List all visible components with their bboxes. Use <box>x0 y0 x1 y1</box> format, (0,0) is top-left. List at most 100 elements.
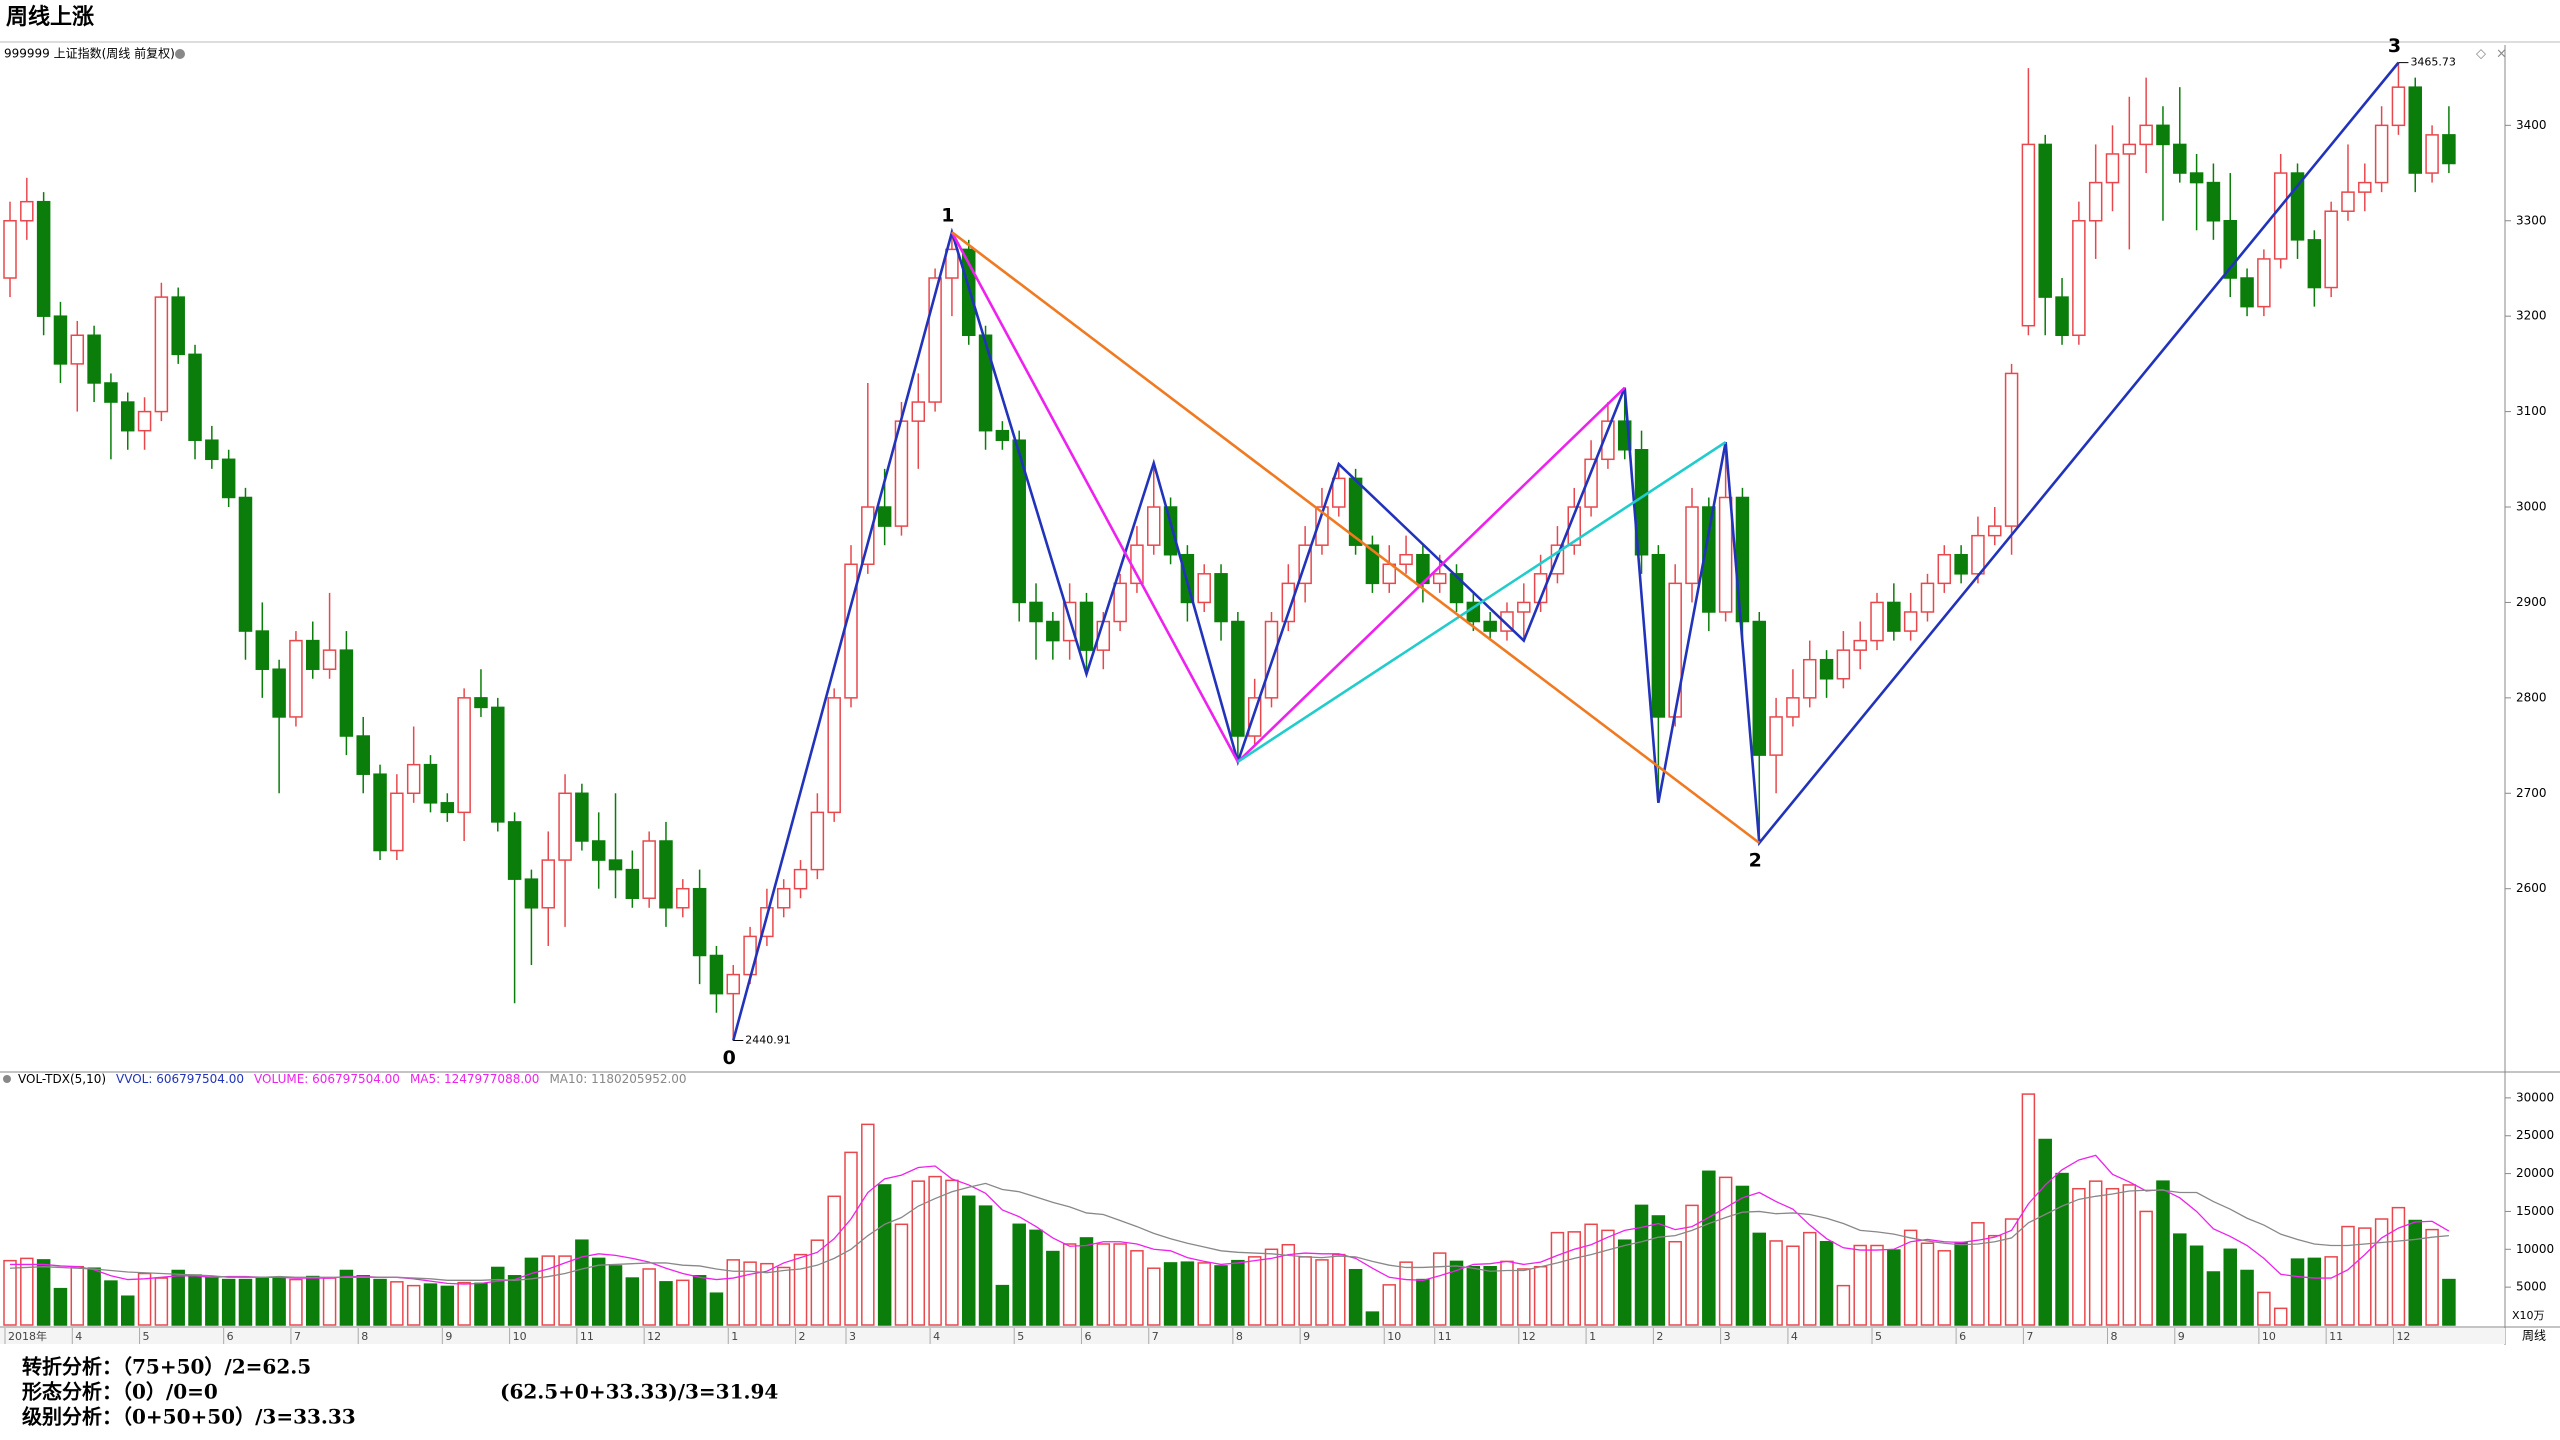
volume-bar <box>2055 1172 2069 1326</box>
x-tick-label: 5 <box>143 1330 150 1343</box>
x-tick-label: 4 <box>1791 1330 1798 1343</box>
candle-body <box>2038 143 2052 298</box>
volume-bar <box>844 1151 858 1326</box>
volume-bar <box>1870 1244 1884 1326</box>
candle-body <box>339 649 354 737</box>
volume-bar <box>793 1253 808 1326</box>
candle-body <box>743 935 757 976</box>
candle-body <box>1281 582 1296 623</box>
candle-body <box>2004 372 2019 527</box>
candle-body <box>1853 639 1867 651</box>
volume-bar <box>1584 1223 1598 1326</box>
volume-header-item: VOL-TDX(5,10) <box>18 1072 106 1086</box>
candle-body <box>2257 258 2271 308</box>
volume-bar <box>1954 1241 1968 1326</box>
volume-bar <box>205 1276 219 1326</box>
candle-body <box>1887 601 1901 632</box>
volume-bar <box>575 1239 589 1326</box>
candle-body <box>2173 143 2187 174</box>
volume-bar <box>2206 1271 2221 1326</box>
candle-body <box>2240 277 2254 308</box>
volume-bar <box>1920 1242 1935 1326</box>
volume-bar <box>1348 1268 1363 1326</box>
wave-line <box>951 231 1761 844</box>
candle-body <box>2156 124 2170 146</box>
diamond-icon[interactable]: ◇ <box>2476 47 2486 62</box>
volume-bar <box>36 1259 51 1326</box>
candle-body <box>104 382 118 403</box>
wave-label: 2 <box>1749 849 1762 871</box>
y-tick-label: 2700 <box>2516 786 2547 800</box>
volume-bar <box>1365 1311 1380 1326</box>
y-tick-label: 20000 <box>2516 1166 2554 1180</box>
x-tick-label: 11 <box>580 1330 594 1343</box>
volume-header-item: VVOL: 606797504.00 <box>116 1072 244 1086</box>
candle-body <box>457 697 471 814</box>
candle-body <box>1533 573 1548 604</box>
candle-body <box>945 248 959 279</box>
candle-body <box>2055 296 2069 337</box>
volume-bar <box>491 1266 505 1326</box>
candle-body <box>1836 649 1851 680</box>
candle-body <box>171 296 185 356</box>
volume-bar <box>1079 1237 1094 1326</box>
close-icon[interactable]: × <box>2496 47 2507 62</box>
candle-body <box>53 315 68 365</box>
candle-body <box>306 639 320 670</box>
menu-icon[interactable] <box>175 49 185 59</box>
candle-body <box>1752 620 1767 756</box>
volume-bar <box>2391 1206 2406 1326</box>
volume-header-item: VOLUME: 606797504.00 <box>254 1072 400 1086</box>
x-tick-label: 6 <box>1959 1330 1966 1343</box>
candle-body <box>406 763 421 795</box>
candle-body <box>575 792 589 842</box>
x-tick-label: 4 <box>933 1330 940 1343</box>
volume-bar <box>1634 1204 1649 1326</box>
candle-body <box>1147 506 1161 546</box>
candle-body <box>1718 496 1733 613</box>
x-tick-label: 1 <box>731 1330 738 1343</box>
candle-body <box>1651 553 1666 718</box>
candle-body <box>322 649 337 670</box>
candle-body <box>356 735 370 775</box>
y-tick-label: 10000 <box>2516 1242 2554 1256</box>
volume-bar <box>2290 1258 2305 1326</box>
candle-body <box>2105 153 2120 184</box>
candle-body <box>692 887 707 957</box>
wave-label: 1 <box>941 205 954 227</box>
volume-bar <box>1382 1284 1396 1326</box>
volume-bar <box>760 1262 774 1326</box>
candle-body <box>2021 143 2036 327</box>
candle-body <box>2189 172 2204 184</box>
candle-body <box>1214 573 1228 623</box>
volume-bar <box>1718 1176 1733 1326</box>
volume-header: VOL-TDX(5,10) VVOL: 606797504.00 VOLUME: 6… <box>18 1072 687 1086</box>
candle-body <box>608 859 623 871</box>
volume-bar <box>272 1277 286 1326</box>
x-tick-label: 6 <box>227 1330 234 1343</box>
candle-body <box>1483 620 1497 632</box>
candle-body <box>1685 506 1699 585</box>
volume-bar <box>3 1259 17 1326</box>
x-tick-label: 7 <box>294 1330 301 1343</box>
candle-body <box>373 773 387 852</box>
x-tick-label: 9 <box>2178 1330 2185 1343</box>
x-axis-strip <box>0 1328 2505 1344</box>
volume-unit: X10万 <box>2512 1309 2545 1322</box>
candle-body <box>1399 553 1413 566</box>
x-tick-label: 8 <box>2111 1330 2118 1343</box>
candle-body <box>1988 525 2002 537</box>
candle-body <box>272 668 286 718</box>
volume-bar <box>1012 1223 1026 1326</box>
candle-body <box>154 296 169 413</box>
volume-bar <box>1702 1170 1716 1326</box>
candle-body <box>2072 220 2086 337</box>
volume-bar <box>2341 1225 2355 1326</box>
candle-body <box>642 840 656 899</box>
candle-body <box>524 878 539 909</box>
volume-bar <box>524 1257 539 1326</box>
candle-body <box>659 840 673 909</box>
note: 级别分析：（0+50+50）/3=33.33 <box>22 1405 356 1429</box>
price-label: 2440.91 <box>745 1034 791 1047</box>
